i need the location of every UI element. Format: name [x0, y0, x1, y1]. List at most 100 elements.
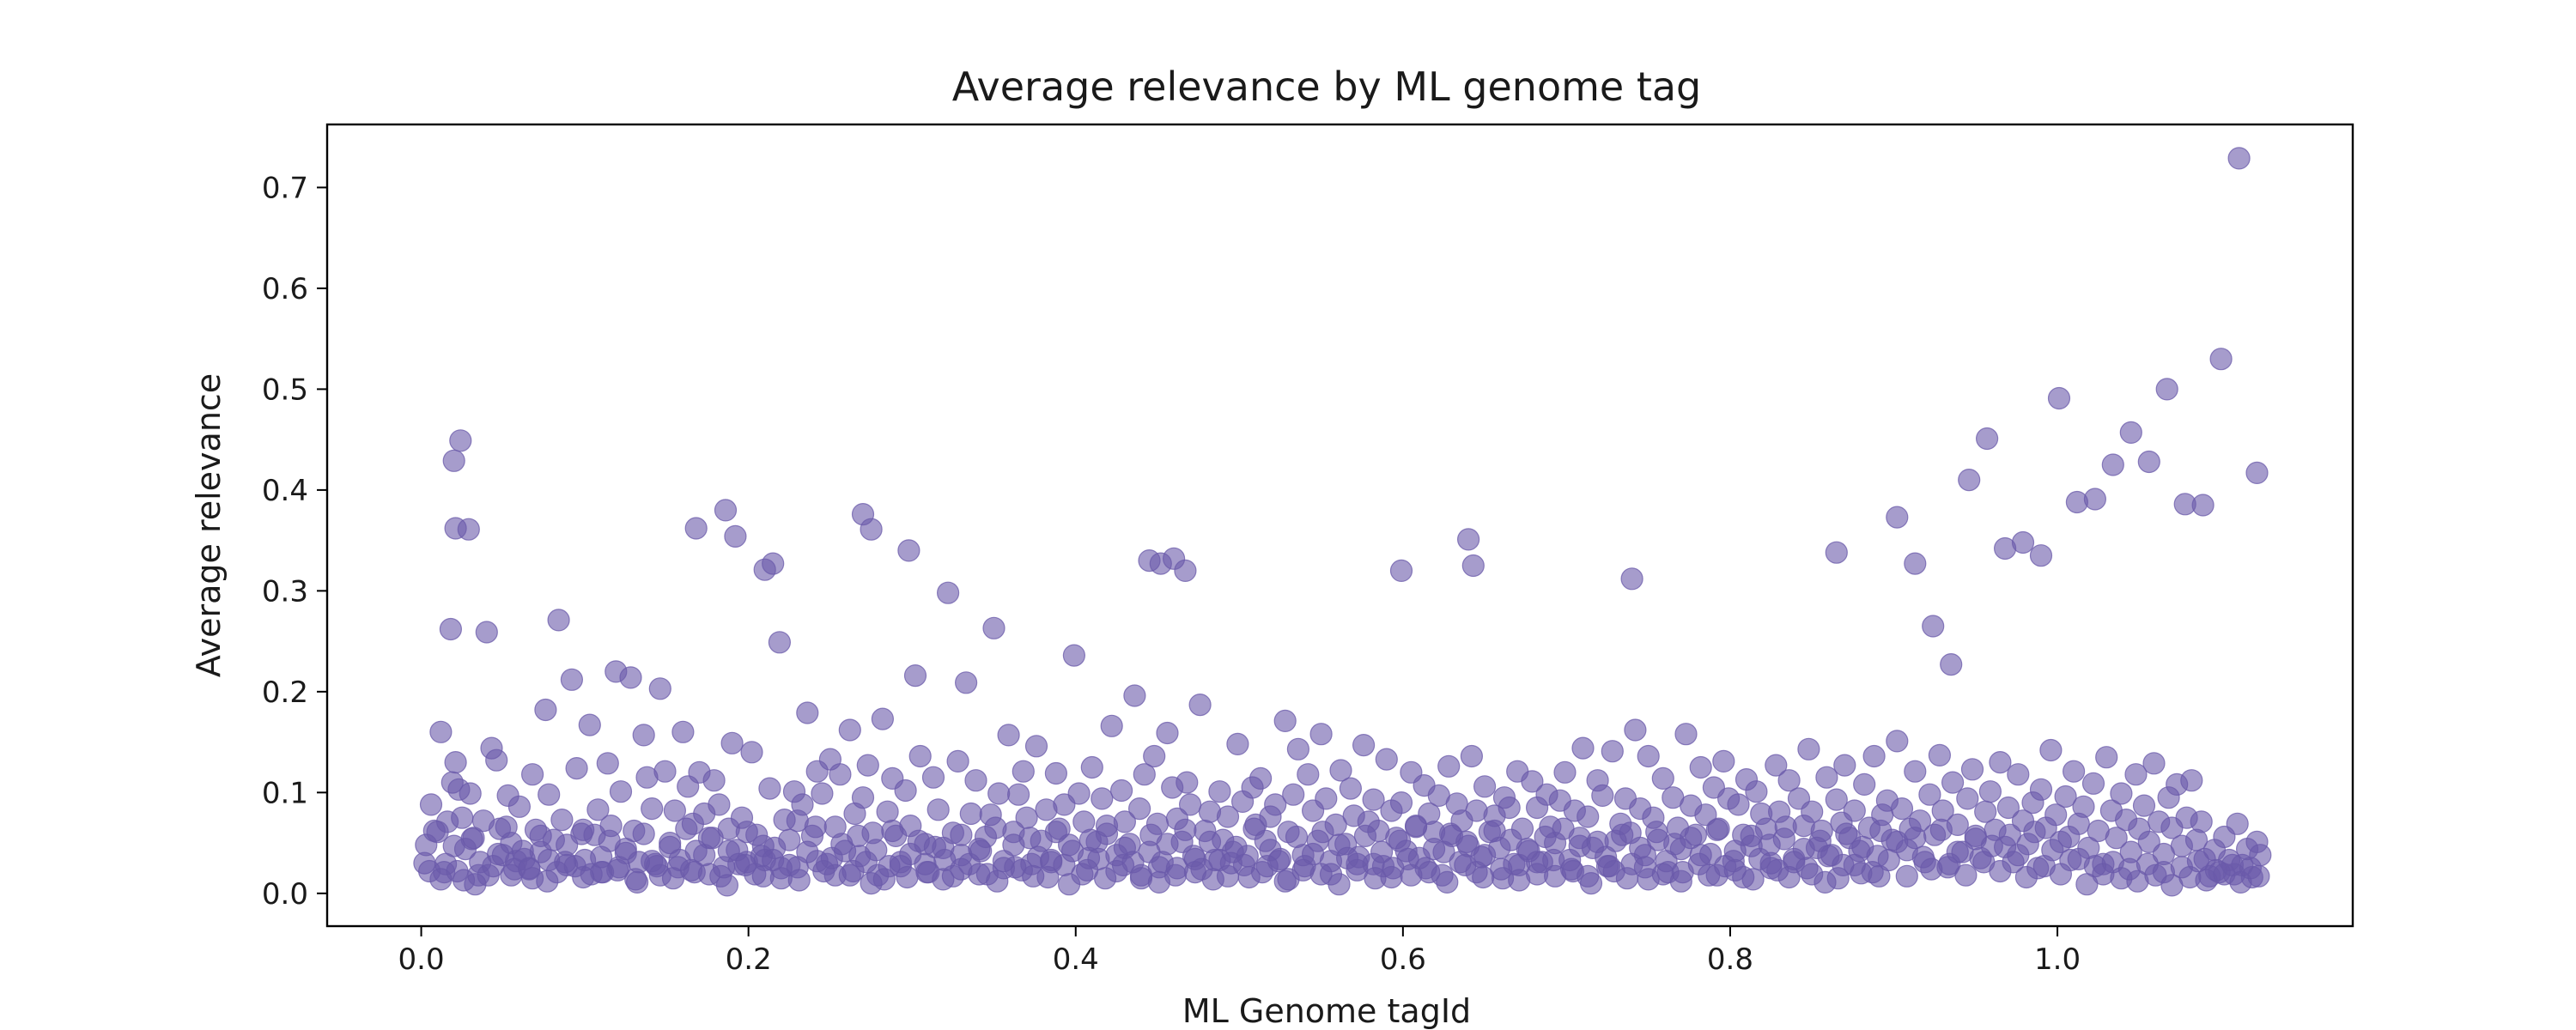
data-point [2142, 752, 2166, 775]
data-point [894, 779, 917, 803]
data-point [1591, 784, 1614, 808]
data-point [1615, 867, 1639, 890]
data-point [1188, 693, 1212, 717]
data-point [1904, 760, 1927, 783]
data-point [921, 766, 945, 789]
data-point [724, 524, 747, 548]
data-point [1629, 836, 1652, 860]
data-point [460, 827, 483, 851]
data-point [1375, 748, 1398, 771]
data-point [1561, 859, 1585, 883]
data-point [2209, 348, 2233, 371]
data-point [778, 828, 801, 851]
data-point [1309, 723, 1333, 746]
data-point [413, 851, 436, 875]
data-point [908, 744, 932, 768]
data-point [475, 621, 498, 644]
data-point [1814, 870, 1837, 894]
data-point [653, 760, 677, 783]
data-point [2155, 378, 2178, 401]
data-point [2007, 763, 2030, 786]
data-point [2083, 488, 2106, 511]
data-point [735, 821, 758, 844]
data-point [838, 718, 861, 742]
data-point [1835, 822, 1858, 845]
data-point [1370, 840, 1394, 863]
data-point [984, 816, 1007, 839]
data-point [997, 724, 1020, 747]
data-point [946, 749, 969, 773]
data-point [1438, 822, 1462, 845]
data-point [2191, 494, 2215, 517]
data-point [1689, 755, 1712, 779]
data-point [1989, 750, 2012, 774]
data-point [1553, 760, 1577, 784]
data-point [641, 797, 664, 821]
data-point [1004, 856, 1027, 879]
data-point [684, 517, 708, 540]
data-point [1273, 869, 1297, 893]
data-point [1928, 743, 1951, 767]
data-point [1765, 754, 1788, 777]
data-point [2057, 825, 2081, 849]
data-point [1339, 777, 1363, 800]
data-point [1571, 736, 1595, 760]
data-point [518, 857, 541, 881]
data-point [495, 815, 518, 839]
data-point [659, 835, 682, 858]
data-point [2029, 544, 2053, 567]
x-axis-ticks: 0.0 0.2 0.4 0.6 0.8 1.0 [398, 926, 2081, 977]
data-point [1301, 842, 1325, 866]
data-point [697, 863, 721, 886]
data-point [1329, 759, 1352, 782]
data-point [811, 782, 834, 805]
data-point [1198, 830, 1222, 854]
data-point [720, 731, 744, 754]
data-point [714, 499, 738, 522]
chart-title: Average relevance by ML genome tag [952, 64, 1702, 110]
data-point [2137, 450, 2160, 474]
data-point [1353, 824, 1377, 848]
data-point [1473, 775, 1497, 798]
data-point [1958, 468, 1981, 492]
data-point [485, 748, 508, 772]
data-point [1178, 793, 1202, 816]
data-point [2047, 386, 2071, 410]
data-point [1123, 684, 1146, 707]
data-point [1498, 796, 1521, 820]
data-point [529, 824, 552, 848]
data-point [534, 698, 557, 722]
data-point [1015, 806, 1038, 829]
x-tick-label: 0.2 [726, 942, 772, 977]
data-point [1273, 709, 1297, 733]
data-point [851, 786, 875, 809]
data-point [2054, 785, 2077, 809]
data-point [1490, 857, 1513, 881]
data-point [1309, 863, 1333, 886]
y-tick-label: 0.6 [262, 272, 308, 306]
data-point [1044, 821, 1068, 844]
data-point [1006, 783, 1030, 806]
data-point [701, 827, 724, 850]
x-tick-label: 0.4 [1053, 942, 1099, 977]
data-point [547, 609, 570, 632]
data-point [2186, 850, 2209, 873]
data-point [2049, 863, 2072, 886]
data-point [896, 865, 919, 889]
data-point [1327, 873, 1351, 896]
data-point [791, 793, 814, 816]
data-point [648, 677, 671, 700]
data-point [1645, 821, 1668, 844]
data-point [796, 701, 819, 724]
data-point [444, 750, 467, 774]
data-point [2110, 782, 2133, 805]
data-point [1111, 853, 1135, 877]
data-point [950, 823, 973, 846]
data-point [572, 818, 595, 841]
data-point [446, 859, 469, 883]
data-point [2190, 810, 2213, 833]
data-point [1978, 780, 2002, 803]
data-point [1216, 805, 1240, 828]
data-point [903, 663, 927, 688]
data-point [1143, 744, 1166, 768]
